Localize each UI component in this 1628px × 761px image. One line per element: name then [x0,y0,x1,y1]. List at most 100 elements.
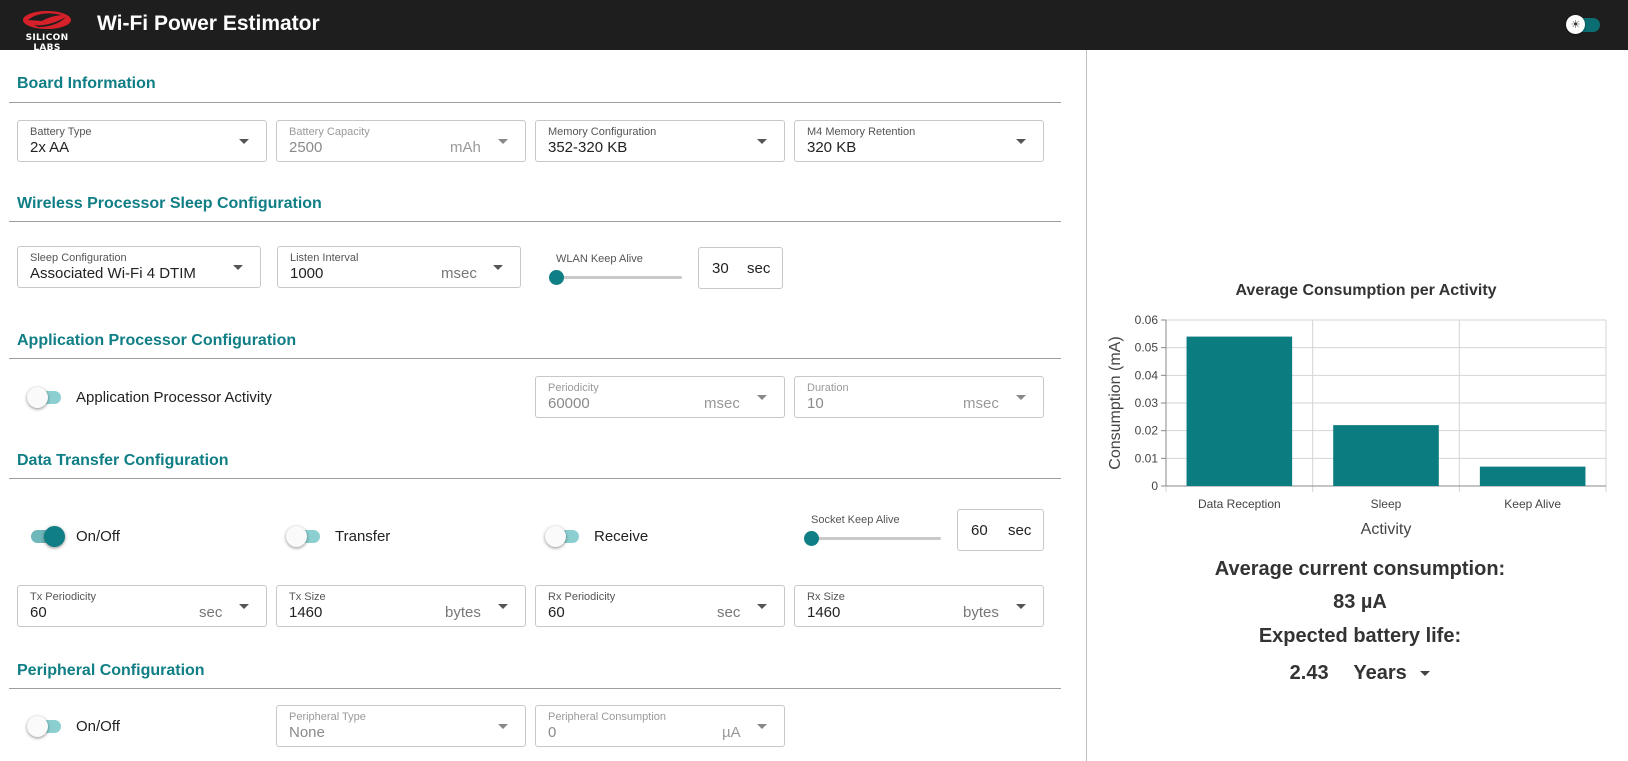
receive-toggle[interactable] [545,525,581,547]
field-label: Duration [807,382,849,394]
slider-thumb[interactable] [804,531,819,546]
chevron-down-icon [493,265,503,270]
app-duration-select[interactable]: Duration 10 msec [794,376,1044,418]
field-unit: bytes [963,604,999,621]
x-axis-label: Activity [1361,521,1412,538]
field-value: 320 KB [807,139,857,156]
y-axis-label: Consumption (mA) [1107,336,1124,469]
field-label: Battery Type [30,126,92,138]
chevron-down-icon [757,604,767,609]
y-tick-label: 0.05 [1135,341,1159,355]
field-label: Rx Periodicity [548,591,616,603]
input-unit: sec [1008,522,1032,539]
chevron-down-icon [757,395,767,400]
avg-consumption-label: Average current consumption: [1214,558,1506,580]
chevron-down-icon [498,604,508,609]
wlan-keep-alive-slider[interactable]: WLAN Keep Alive [548,253,684,285]
battery-life-label: Expected battery life: [1258,625,1462,647]
field-value: 10 [807,395,824,412]
bar-chart: Average Consumption per Activity 0 0.01 0.0… [1107,282,1607,538]
transfer-toggle[interactable] [286,525,322,547]
section-title-peripheral: Peripheral Configuration [17,662,205,679]
field-label: Peripheral Consumption [548,711,667,723]
rx-size-select[interactable]: Rx Size 1460 bytes [794,585,1044,627]
y-tick-label: 0.01 [1135,451,1159,465]
field-value: 1460 [807,604,841,621]
tx-size-select[interactable]: Tx Size 1460 bytes [276,585,526,627]
chevron-down-icon [1016,139,1026,144]
chart-title: Average Consumption per Activity [1235,282,1496,299]
transfer-label: Transfer [335,528,391,545]
field-label: Periodicity [548,382,599,394]
bar [1333,425,1439,486]
chevron-down-icon [498,724,508,729]
rx-periodicity-select[interactable]: Rx Periodicity 60 sec [535,585,785,627]
field-label: Peripheral Type [289,711,366,723]
field-label: Tx Periodicity [30,591,97,603]
field-label: M4 Memory Retention [807,126,916,138]
theme-toggle[interactable]: ☀ [1566,15,1602,34]
field-value: 60000 [548,395,590,412]
section-divider [9,688,1061,689]
consumption-chart: Average Consumption per Activity 0 0.01 0.0… [1100,280,1620,550]
slider-rail [811,537,941,540]
silicon-labs-logo: SILICON LABS [14,7,80,53]
field-label: Sleep Configuration [30,252,127,264]
field-value: 60 [548,604,565,621]
chevron-down-icon [757,139,767,144]
app-processor-activity-label: Application Processor Activity [76,389,272,406]
slider-thumb[interactable] [549,270,564,285]
avg-consumption-value: 83 µA [1333,591,1387,613]
field-value: 1000 [290,265,324,282]
slider-label: WLAN Keep Alive [556,253,643,265]
slider-label: Socket Keep Alive [811,514,900,526]
field-label: Rx Size [807,591,845,603]
battery-type-select[interactable]: Battery Type 2x AA [17,120,267,162]
battery-capacity-select[interactable]: Battery Capacity 2500 mAh [276,120,526,162]
field-unit: bytes [445,604,481,621]
app-title: Wi-Fi Power Estimator [97,12,320,35]
section-divider [9,221,1061,222]
listen-interval-select[interactable]: Listen Interval 1000 msec [277,246,521,288]
field-label: Listen Interval [290,252,359,264]
peripheral-type-select[interactable]: Peripheral Type None [276,705,526,747]
socket-keep-alive-input[interactable]: 60 sec [957,509,1044,551]
peripheral-consumption-select[interactable]: Peripheral Consumption 0 µA [535,705,785,747]
x-tick-label: Keep Alive [1504,497,1561,511]
peripheral-onoff-toggle[interactable] [27,715,63,737]
sleep-config-select[interactable]: Sleep Configuration Associated Wi-Fi 4 D… [17,246,261,288]
tx-periodicity-select[interactable]: Tx Periodicity 60 sec [17,585,267,627]
app-periodicity-select[interactable]: Periodicity 60000 msec [535,376,785,418]
pane-divider [1086,50,1087,761]
input-unit: sec [747,260,771,277]
x-tick-label: Data Reception [1198,497,1281,511]
chevron-down-icon [1016,604,1026,609]
memory-config-select[interactable]: Memory Configuration 352-320 KB [535,120,785,162]
field-value: 1460 [289,604,323,621]
field-value: 2x AA [30,139,70,156]
chevron-down-icon [498,139,508,144]
app-processor-activity-toggle[interactable] [27,386,63,408]
socket-keep-alive-slider[interactable]: Socket Keep Alive [803,514,943,546]
m4-retention-select[interactable]: M4 Memory Retention 320 KB [794,120,1044,162]
section-divider [9,102,1061,103]
y-tick-label: 0.06 [1135,313,1159,327]
input-value: 60 [971,522,988,539]
logo-text: SILICON LABS [25,33,69,53]
bar [1479,466,1586,486]
section-title-app-processor: Application Processor Configuration [17,332,297,349]
wlan-keep-alive-input[interactable]: 30 sec [698,247,783,289]
y-tick-label: 0.03 [1135,396,1159,410]
field-unit: sec [199,604,223,621]
y-tick-label: 0 [1151,479,1158,493]
chevron-down-icon [1420,671,1431,677]
section-title-data-transfer: Data Transfer Configuration [17,452,229,469]
chevron-down-icon [239,604,249,609]
data-transfer-onoff-toggle[interactable] [29,525,65,547]
battery-life-row: 2.43 Years [1100,662,1620,685]
battery-life-unit-select[interactable]: Years [1353,662,1431,684]
field-label: Memory Configuration [548,126,657,138]
peripheral-onoff-label: On/Off [76,718,120,735]
receive-label: Receive [594,528,649,545]
sun-icon: ☀ [1566,15,1585,34]
